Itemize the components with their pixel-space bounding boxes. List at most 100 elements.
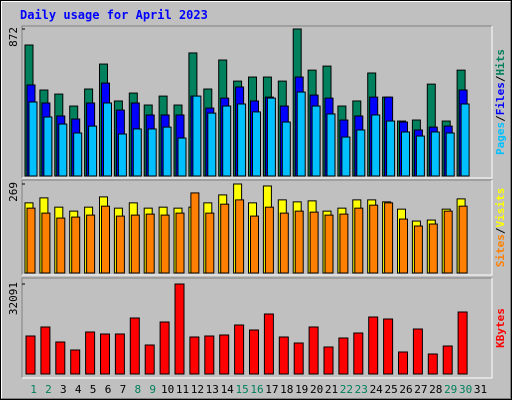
legend-entry: Pages: [494, 122, 507, 155]
legend-entry: Visits: [494, 188, 507, 228]
bar: [192, 95, 202, 177]
bar: [58, 123, 68, 177]
bar: [442, 345, 453, 375]
bar: [368, 316, 379, 375]
panel-frame: [22, 26, 493, 179]
bar: [296, 91, 306, 177]
x-tick-label: 13: [206, 383, 219, 396]
x-tick-label: 22: [340, 383, 353, 396]
bar: [85, 331, 96, 375]
bar: [86, 214, 96, 274]
x-tick-label: 9: [149, 383, 156, 396]
bar: [412, 328, 423, 375]
bar: [26, 207, 36, 274]
x-tick-label: 17: [265, 383, 278, 396]
x-tick-label: 7: [120, 383, 127, 396]
x-tick-label: 25: [384, 383, 397, 396]
x-tick-label: 3: [60, 383, 67, 396]
x-tick-label: 21: [325, 383, 338, 396]
bar: [103, 102, 112, 177]
bar: [339, 213, 349, 274]
bar: [144, 344, 155, 375]
x-tick-label: 16: [250, 383, 263, 396]
x-tick-label: 30: [459, 383, 472, 396]
bar: [324, 214, 334, 274]
bar: [160, 214, 170, 274]
bar: [115, 215, 125, 274]
x-tick-label: 5: [90, 383, 97, 396]
legend-separator: /: [494, 115, 507, 122]
bar: [70, 349, 81, 375]
bar: [71, 216, 81, 274]
y-tick-label: 269: [7, 182, 20, 202]
bar: [249, 329, 259, 375]
bar: [175, 212, 185, 274]
bar: [88, 125, 98, 177]
bar: [235, 199, 245, 274]
bar: [309, 211, 319, 274]
bar: [40, 326, 51, 375]
bar: [308, 326, 319, 375]
x-tick-label: 15: [235, 383, 248, 396]
bar: [129, 317, 140, 375]
bar: [386, 120, 396, 177]
bar: [430, 131, 440, 177]
panel-frame: [21, 277, 492, 378]
x-tick-label: 4: [75, 383, 82, 396]
bar: [101, 205, 110, 274]
x-tick-label: 18: [280, 383, 293, 396]
legend-separator: /: [494, 227, 507, 234]
bar: [237, 103, 247, 177]
bar: [278, 336, 289, 375]
bar: [427, 353, 438, 375]
bar: [264, 206, 274, 274]
panel-frame: [22, 278, 493, 379]
bar: [443, 210, 453, 274]
x-tick-label: 19: [295, 383, 308, 396]
x-tick-label: 1: [30, 383, 37, 396]
bar: [428, 223, 438, 274]
bar: [356, 129, 366, 177]
panel-frame: [21, 25, 492, 178]
x-tick-label: 6: [105, 383, 112, 396]
y-tick-label: 872: [7, 27, 20, 47]
bar: [369, 204, 379, 274]
bar: [354, 207, 364, 274]
bar: [132, 128, 142, 177]
x-tick-label: 8: [134, 383, 141, 396]
bar: [73, 132, 83, 177]
bar: [341, 136, 351, 177]
bar: [100, 333, 110, 375]
bar: [117, 133, 127, 177]
y-tick-label: 32091: [7, 282, 20, 315]
legend: Sites/Visits: [494, 188, 507, 268]
x-tick-label: 11: [176, 383, 189, 396]
bar: [399, 218, 408, 274]
bar: [189, 336, 200, 375]
bar: [353, 332, 364, 375]
bar: [401, 131, 410, 177]
bar: [384, 202, 394, 274]
bar: [311, 105, 321, 177]
bar: [205, 212, 215, 274]
bar: [457, 311, 468, 375]
legend: KBytes: [494, 308, 507, 348]
bar: [279, 212, 289, 274]
bar: [204, 335, 215, 375]
bar: [458, 205, 468, 274]
bar: [55, 341, 66, 375]
legend: Pages/Files/Hits: [494, 49, 507, 155]
bar: [25, 335, 36, 375]
bar: [219, 334, 230, 375]
bar: [383, 318, 394, 375]
panel-frame: [22, 180, 493, 276]
bar: [207, 112, 217, 177]
x-tick-label: 28: [429, 383, 442, 396]
bar: [222, 105, 232, 177]
legend-entry: Hits: [494, 49, 507, 76]
bar: [460, 103, 470, 177]
x-tick-label: 24: [370, 383, 384, 396]
